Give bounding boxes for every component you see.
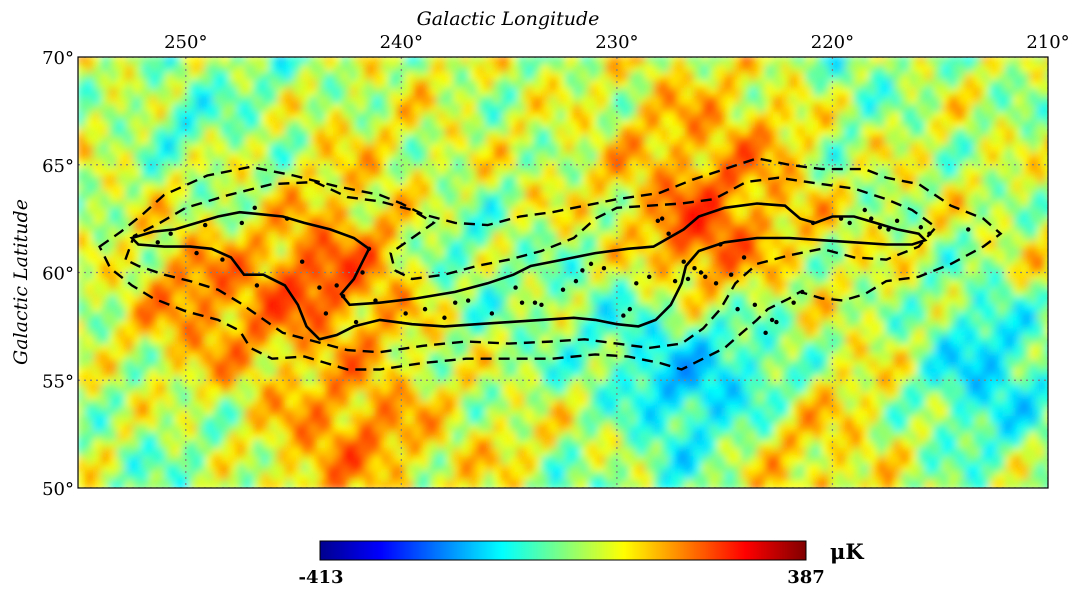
y-tick-label: 55° [42, 371, 74, 392]
source-dot [589, 262, 593, 266]
source-dot [791, 300, 795, 304]
source-dot [686, 277, 690, 281]
source-dot [800, 290, 804, 294]
x-tick-label: 240° [380, 32, 423, 53]
source-dot [699, 270, 703, 274]
source-dot [714, 281, 718, 285]
source-dot [927, 232, 931, 236]
colorbar: -413 387 μK [298, 539, 864, 588]
source-dot [423, 307, 427, 311]
x-tick-label: 230° [595, 32, 638, 53]
source-dot [580, 268, 584, 272]
source-dot [895, 219, 899, 223]
source-dot [656, 219, 660, 223]
source-dot [919, 225, 923, 229]
x-tick-label: 250° [164, 32, 207, 53]
source-dot [682, 260, 686, 264]
source-dot [703, 275, 707, 279]
source-dot [156, 240, 160, 244]
source-dot [878, 225, 882, 229]
colorbar-max-label: 387 [787, 567, 825, 588]
source-dot [729, 272, 733, 276]
source-dot [692, 266, 696, 270]
y-tick-labels: 70° 65° 60° 55° 50° [42, 48, 74, 500]
source-dot [839, 216, 843, 220]
source-dot [453, 300, 457, 304]
source-dot [863, 208, 867, 212]
source-dot [513, 285, 517, 289]
y-tick-label: 65° [42, 156, 74, 177]
source-dot [742, 255, 746, 259]
source-dot [561, 288, 565, 292]
source-dot [253, 206, 257, 210]
source-dot [334, 283, 338, 287]
source-dot [869, 216, 873, 220]
source-dot [621, 313, 625, 317]
source-dot [847, 221, 851, 225]
source-dot [341, 294, 345, 298]
source-dot [520, 300, 524, 304]
colorbar-min-label: -413 [298, 567, 343, 588]
source-dot [403, 311, 407, 315]
x-tick-labels: 250° 240° 230° 220° 210° [164, 32, 1070, 53]
source-dot [168, 232, 172, 236]
source-dot [490, 311, 494, 315]
source-dot [666, 232, 670, 236]
source-dot [285, 216, 289, 220]
source-dot [634, 281, 638, 285]
source-dot [367, 247, 371, 251]
source-dot [324, 311, 328, 315]
source-dot [194, 251, 198, 255]
source-dot [317, 285, 321, 289]
y-axis-label: Galactic Latitude [10, 199, 32, 365]
colorbar-gradient [320, 541, 806, 560]
source-dot [300, 260, 304, 264]
source-dot [718, 242, 722, 246]
y-tick-label: 70° [42, 48, 74, 69]
x-tick-label: 220° [811, 32, 854, 53]
source-dot [628, 307, 632, 311]
source-dot [602, 266, 606, 270]
source-dot [354, 320, 358, 324]
source-dot [442, 316, 446, 320]
source-dot [220, 257, 224, 261]
source-dot [811, 221, 815, 225]
source-dot [373, 298, 377, 302]
source-dot [886, 227, 890, 231]
source-dot [466, 298, 470, 302]
source-dot [770, 318, 774, 322]
x-tick-label: 210° [1026, 32, 1069, 53]
source-dot [240, 221, 244, 225]
y-tick-label: 50° [42, 479, 74, 500]
x-axis-label: Galactic Longitude [417, 8, 600, 30]
source-dot [360, 270, 364, 274]
source-dot [539, 303, 543, 307]
colorbar-unit-label: μK [830, 539, 864, 564]
source-dot [574, 279, 578, 283]
source-dot [774, 320, 778, 324]
source-dot [735, 307, 739, 311]
source-dot [533, 300, 537, 304]
source-dot [673, 279, 677, 283]
source-dot [660, 216, 664, 220]
source-dot [255, 283, 259, 287]
source-dot [203, 223, 207, 227]
source-dot [753, 303, 757, 307]
source-dot [647, 275, 651, 279]
y-tick-label: 60° [42, 264, 74, 285]
source-dot [966, 227, 970, 231]
source-dot [763, 331, 767, 335]
